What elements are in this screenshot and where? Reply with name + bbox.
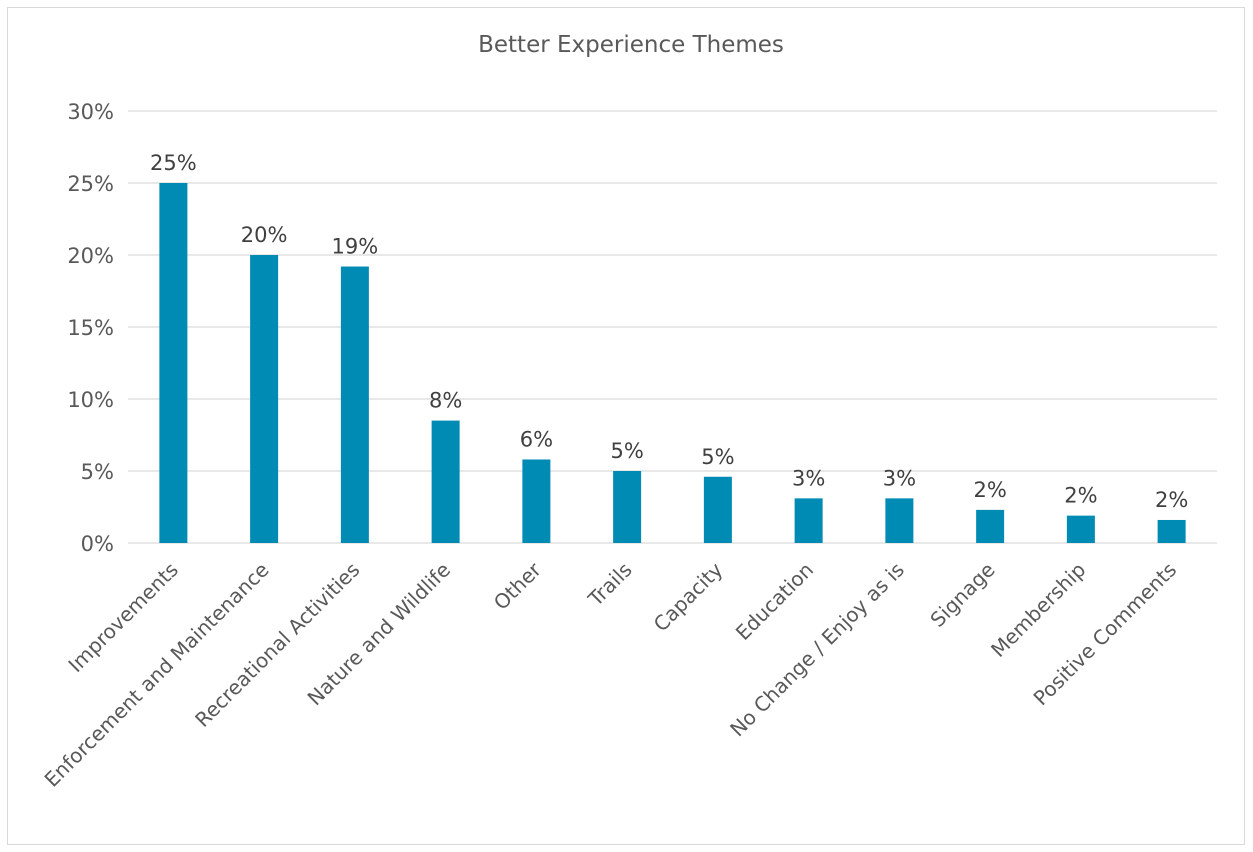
y-tick-label: 10%: [67, 388, 114, 412]
x-category-label: No Change / Enjoy as is: [725, 558, 909, 742]
bar: [522, 459, 551, 543]
bar: [159, 183, 188, 543]
bar: [1157, 519, 1186, 543]
data-label: 19%: [332, 235, 379, 259]
y-tick-label: 20%: [67, 244, 114, 268]
bar: [340, 266, 369, 543]
y-tick-label: 25%: [67, 172, 114, 196]
data-label: 3%: [792, 466, 825, 490]
y-tick-label: 30%: [67, 100, 114, 124]
bars: [159, 183, 1186, 543]
bar: [703, 476, 732, 543]
data-label: 8%: [429, 389, 462, 413]
bar: [885, 498, 914, 543]
data-label: 20%: [241, 223, 288, 247]
x-category-label: Education: [731, 558, 818, 645]
x-category-label: Capacity: [649, 557, 728, 636]
data-label: 6%: [520, 427, 553, 451]
y-axis-ticks: 0% 5% 10% 15% 20% 25% 30%: [67, 100, 114, 556]
bar: [794, 498, 823, 543]
y-tick-label: 5%: [81, 460, 114, 484]
bar: [250, 255, 279, 543]
x-category-label: Recreational Activities: [190, 558, 364, 732]
data-label: 3%: [883, 466, 916, 490]
data-label: 2%: [1155, 488, 1188, 512]
data-label: 5%: [701, 445, 734, 469]
data-label: 25%: [150, 151, 197, 175]
bar: [431, 420, 460, 543]
bar: [976, 509, 1005, 543]
data-label: 2%: [1064, 484, 1097, 508]
chart-title: Better Experience Themes: [478, 32, 784, 58]
x-category-label: Trails: [583, 558, 637, 612]
y-tick-label: 15%: [67, 316, 114, 340]
data-labels: 25% 20% 19% 8% 6% 5% 5% 3% 3% 2% 2% 2%: [150, 151, 1188, 512]
bar: [1066, 515, 1095, 543]
gridlines: [128, 110, 1217, 544]
x-category-label: Signage: [925, 558, 999, 632]
y-tick-label: 0%: [81, 532, 114, 556]
chart-area: [7, 7, 1245, 845]
x-category-label: Other: [489, 557, 547, 615]
data-label: 5%: [610, 439, 643, 463]
data-label: 2%: [973, 478, 1006, 502]
bar: [613, 471, 642, 543]
